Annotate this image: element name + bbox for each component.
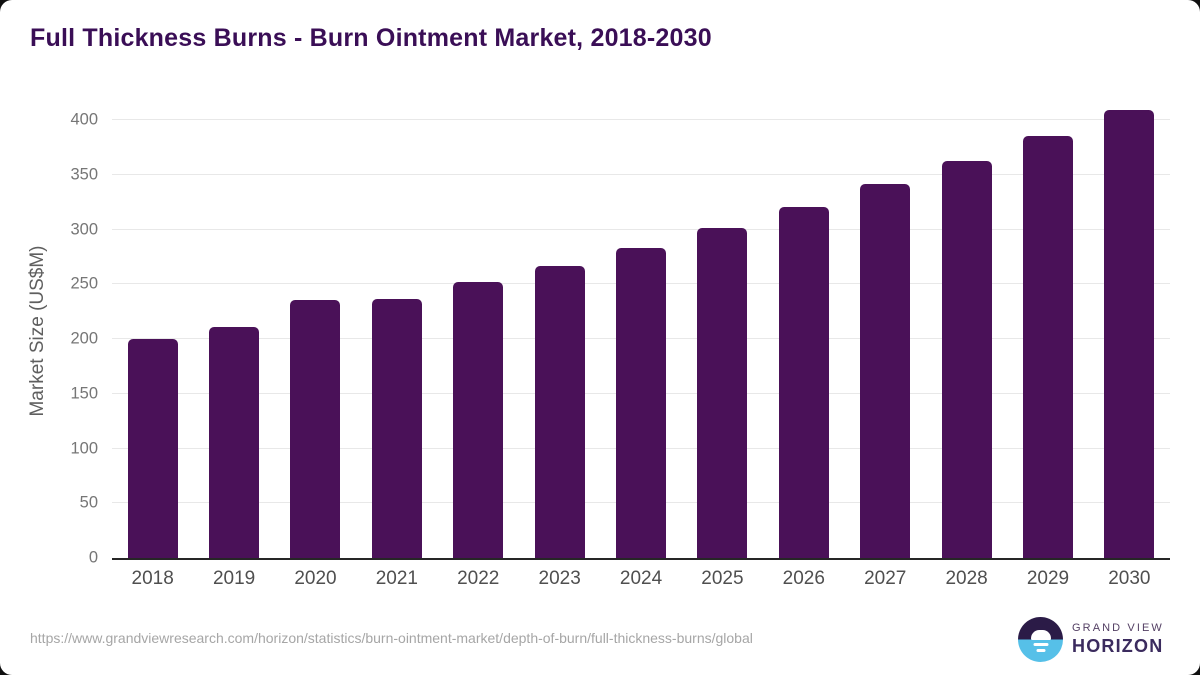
bar-slot-2026 bbox=[763, 105, 844, 558]
y-tick-label: 0 bbox=[88, 548, 98, 567]
x-tick-label-2023: 2023 bbox=[538, 568, 581, 589]
x-tick-label-2018: 2018 bbox=[131, 568, 174, 589]
x-tick-label-2028: 2028 bbox=[945, 568, 988, 589]
source-url: https://www.grandviewresearch.com/horizo… bbox=[30, 630, 753, 646]
chart-title: Full Thickness Burns - Burn Ointment Mar… bbox=[30, 24, 712, 52]
y-tick-label: 300 bbox=[70, 220, 98, 239]
bar-slot-2028 bbox=[926, 105, 1007, 558]
x-tick-label-2030: 2030 bbox=[1108, 568, 1151, 589]
y-tick-label: 250 bbox=[70, 274, 98, 293]
bar-2029[interactable] bbox=[1022, 135, 1073, 558]
bar-2019[interactable] bbox=[209, 327, 260, 558]
y-tick-label: 100 bbox=[70, 439, 98, 458]
bar-series bbox=[112, 105, 1170, 558]
x-tick-label-2019: 2019 bbox=[212, 568, 256, 589]
bar-2018[interactable] bbox=[127, 339, 178, 558]
bar-slot-2023 bbox=[519, 105, 600, 558]
y-tick-label: 400 bbox=[70, 110, 98, 129]
bar-slot-2029 bbox=[1007, 105, 1088, 558]
logo-product-name: HORIZON bbox=[1072, 636, 1164, 656]
y-tick-label: 350 bbox=[70, 165, 98, 184]
sun-over-horizon-icon bbox=[1018, 617, 1063, 662]
bar-2030[interactable] bbox=[1104, 110, 1155, 558]
sun-icon bbox=[1030, 629, 1051, 640]
water-ripple-icon bbox=[1036, 648, 1045, 652]
bar-2027[interactable] bbox=[860, 183, 911, 558]
bar-2023[interactable] bbox=[534, 265, 585, 558]
bar-slot-2027 bbox=[845, 105, 926, 558]
gridline bbox=[112, 174, 1170, 176]
x-tick-label-2021: 2021 bbox=[375, 568, 418, 589]
bar-slot-2022 bbox=[438, 105, 519, 558]
bar-2024[interactable] bbox=[616, 248, 667, 558]
bar-2021[interactable] bbox=[371, 298, 422, 558]
logo-brand-name: GRAND VIEW bbox=[1072, 622, 1164, 634]
bar-2020[interactable] bbox=[290, 299, 341, 558]
x-tick-label-2022: 2022 bbox=[457, 568, 500, 589]
logo-text: GRAND VIEW HORIZON bbox=[1072, 622, 1164, 657]
x-tick-label-2020: 2020 bbox=[294, 568, 337, 589]
y-tick-label: 150 bbox=[70, 384, 98, 403]
bar-slot-2025 bbox=[682, 105, 763, 558]
x-tick-label-2026: 2026 bbox=[782, 568, 825, 589]
grand-view-horizon-logo: GRAND VIEW HORIZON bbox=[1018, 617, 1164, 662]
bar-slot-2021 bbox=[356, 105, 437, 558]
bar-slot-2030 bbox=[1089, 105, 1170, 558]
y-tick-label: 50 bbox=[79, 493, 98, 512]
x-tick-label-2025: 2025 bbox=[701, 568, 744, 589]
plot-area bbox=[112, 105, 1170, 560]
bar-2028[interactable] bbox=[941, 160, 992, 558]
water-ripple-icon bbox=[1033, 642, 1048, 646]
x-axis-ticks: 2018 2019 2020 2021 2022 2023 2024 2025 2026 2027… bbox=[112, 568, 1170, 590]
bar-slot-2020 bbox=[275, 105, 356, 558]
bar-slot-2018 bbox=[112, 105, 193, 558]
bar-slot-2019 bbox=[193, 105, 274, 558]
y-axis-ticks: 0 50 100 150 200 250 300 350 400 bbox=[0, 105, 98, 567]
bar-2022[interactable] bbox=[453, 282, 504, 558]
bar-2025[interactable] bbox=[697, 227, 748, 558]
x-tick-label-2024: 2024 bbox=[619, 568, 663, 589]
bar-2026[interactable] bbox=[778, 206, 829, 558]
bar-slot-2024 bbox=[600, 105, 681, 558]
x-tick-label-2027: 2027 bbox=[864, 568, 907, 589]
y-tick-label: 200 bbox=[70, 329, 98, 348]
gridline bbox=[112, 228, 1170, 230]
x-tick-label-2029: 2029 bbox=[1026, 568, 1070, 589]
gridline bbox=[112, 119, 1170, 121]
